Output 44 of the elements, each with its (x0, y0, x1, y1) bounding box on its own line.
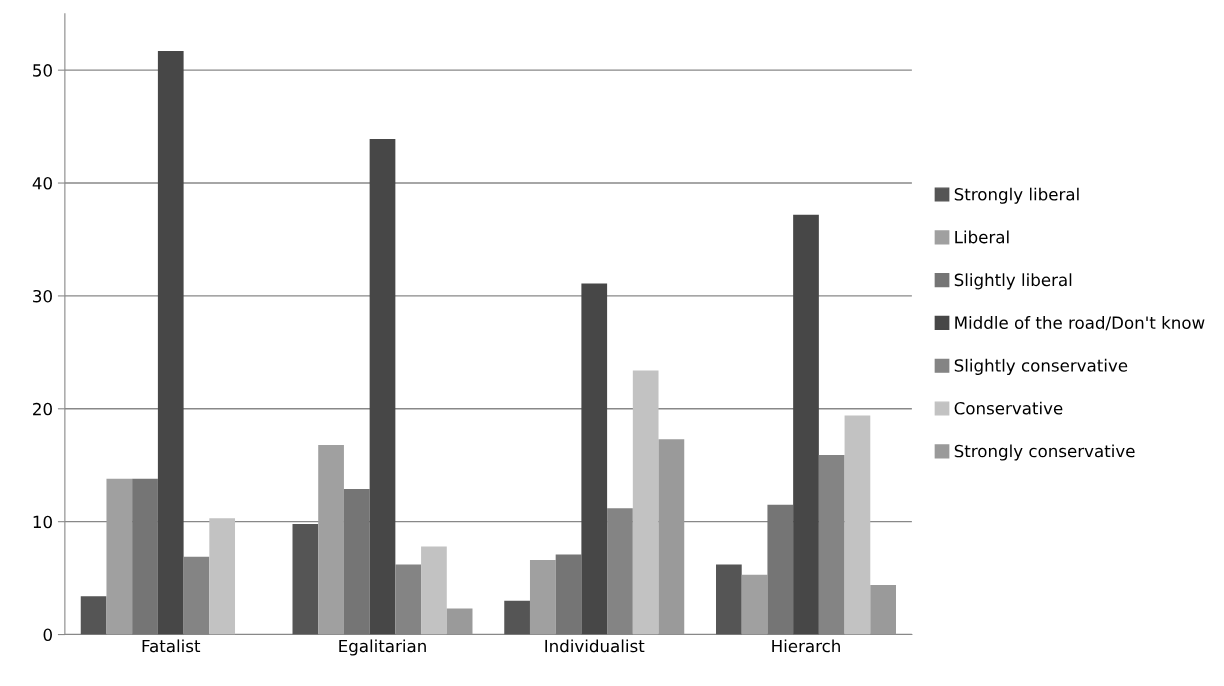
y-tick-label: 10 (33, 515, 52, 529)
bar (818, 455, 845, 635)
bar (793, 214, 819, 635)
bar (446, 608, 473, 635)
y-tick-label: 30 (33, 289, 52, 303)
legend-label: Middle of the road/Don't know (955, 316, 1205, 331)
bar (157, 50, 184, 635)
bar (209, 518, 236, 635)
bar (581, 283, 608, 635)
bar (421, 546, 447, 635)
bar (395, 564, 422, 635)
legend-label: Strongly liberal (954, 187, 1079, 204)
bar (870, 584, 896, 635)
bar (292, 523, 319, 635)
x-tick-label: Egalitarian (339, 639, 426, 656)
y-tick-label: 0 (43, 628, 52, 642)
x-tick-label: Hierarch (772, 639, 840, 653)
x-tick-label: Fatalist (142, 639, 201, 653)
bar (529, 560, 556, 635)
legend-label: Conservative (954, 401, 1063, 415)
x-tick-label: Individualist (545, 639, 645, 653)
y-tick-label: 20 (33, 402, 52, 416)
legend-label: Slightly conservative (954, 358, 1128, 375)
y-tick-label: 40 (32, 177, 52, 190)
bar (369, 139, 396, 635)
legend-label: Slightly liberal (954, 273, 1072, 290)
legend-label: Strongly conservative (954, 444, 1135, 461)
bar (555, 554, 582, 635)
bar (504, 600, 530, 635)
bar (343, 488, 370, 635)
bar (716, 564, 742, 635)
bar (767, 504, 794, 635)
bar (844, 415, 871, 635)
bar (318, 444, 344, 635)
bar (80, 596, 107, 635)
bar (607, 508, 633, 635)
bar (632, 370, 659, 635)
bar (132, 478, 158, 635)
bar (741, 574, 768, 635)
y-tick-label: 50 (33, 64, 52, 77)
legend-label: Liberal (955, 230, 1009, 244)
bar (658, 439, 685, 635)
bar (183, 556, 210, 635)
bar (106, 478, 133, 635)
